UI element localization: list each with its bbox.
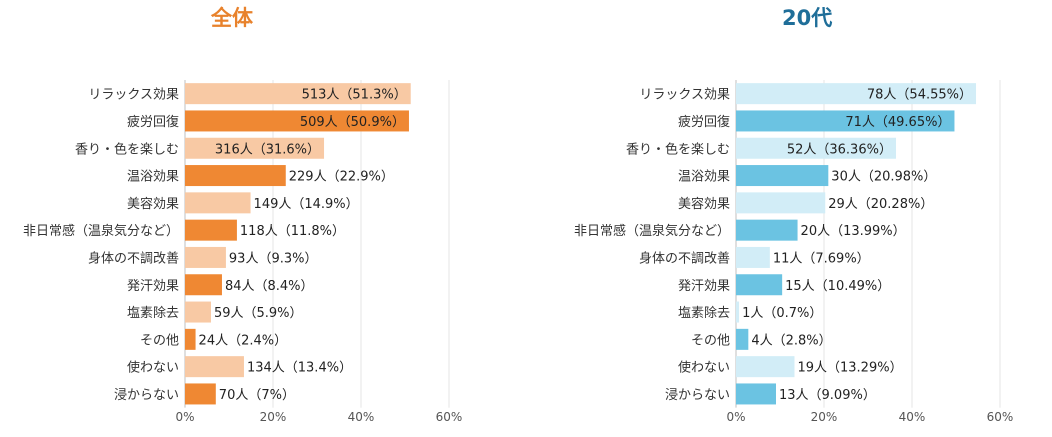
x-tick-label: 60% xyxy=(436,410,463,424)
bar xyxy=(185,219,237,241)
category-label: 疲労回復 xyxy=(127,114,179,130)
category-label: 塩素除去 xyxy=(127,306,179,321)
category-label: 温浴効果 xyxy=(678,170,730,185)
bar xyxy=(736,383,776,405)
data-label: 29人（20.28%） xyxy=(828,197,933,212)
data-label: 84人（8.4%） xyxy=(225,279,314,294)
category-label: 使わない xyxy=(127,360,179,376)
data-label: 4人（2.8%） xyxy=(751,333,831,348)
bar xyxy=(736,192,826,214)
category-label: 非日常感（温泉気分など） xyxy=(574,223,730,239)
bar xyxy=(185,192,251,214)
bar xyxy=(736,165,829,187)
category-label: 美容効果 xyxy=(127,196,179,212)
chart-1: 0% 20% 40% 60% リラックス効果 78人（54.55%） 疲労回復 71人（49.… xyxy=(574,80,1013,424)
category-label: 疲労回復 xyxy=(678,114,730,130)
x-tick-label: 0% xyxy=(175,410,194,424)
x-tick-label: 60% xyxy=(987,410,1014,424)
bar xyxy=(185,83,411,105)
bar xyxy=(736,110,955,132)
x-tick-label: 20% xyxy=(260,410,287,424)
category-label: 香り・色を楽しむ xyxy=(626,141,730,157)
category-label: 浸からない xyxy=(114,388,179,403)
category-label: リラックス効果 xyxy=(88,88,179,103)
category-label: 温浴効果 xyxy=(127,170,179,185)
data-label: 70人（7%） xyxy=(219,388,295,403)
bar xyxy=(185,110,409,132)
bar xyxy=(736,301,740,323)
bar xyxy=(736,274,783,296)
data-label: 513人（51.3%） xyxy=(302,88,407,103)
bar xyxy=(736,328,749,350)
category-label: 浸からない xyxy=(665,388,730,403)
category-label: その他 xyxy=(140,333,179,348)
category-label: 発汗効果 xyxy=(678,279,730,294)
category-label: 使わない xyxy=(678,360,730,376)
data-label: 118人（11.8%） xyxy=(240,224,345,239)
data-label: 24人（2.4%） xyxy=(199,333,288,348)
x-tick-label: 20% xyxy=(811,410,838,424)
category-label: 発汗効果 xyxy=(127,279,179,294)
data-label: 59人（5.9%） xyxy=(214,306,303,321)
bar xyxy=(185,165,286,187)
bar xyxy=(185,246,226,268)
data-label: 229人（22.9%） xyxy=(289,170,394,185)
bar xyxy=(185,356,244,378)
chart-0: 0% 20% 40% 60% リラックス効果 513人（51.3%） 疲労回復 509人（50… xyxy=(23,80,462,424)
data-label: 30人（20.98%） xyxy=(831,170,936,185)
bar xyxy=(736,356,795,378)
category-label: リラックス効果 xyxy=(639,88,730,103)
category-label: 身体の不調改善 xyxy=(88,250,179,266)
category-label: 非日常感（温泉気分など） xyxy=(23,223,179,239)
x-tick-label: 40% xyxy=(348,410,375,424)
data-label: 52人（36.36%） xyxy=(787,142,892,157)
data-label: 20人（13.99%） xyxy=(801,224,906,239)
data-label: 149人（14.9%） xyxy=(254,197,359,212)
data-label: 93人（9.3%） xyxy=(229,251,318,266)
bar xyxy=(736,137,896,159)
bar xyxy=(736,246,770,268)
bar xyxy=(185,274,222,296)
data-label: 71人（49.65%） xyxy=(845,115,950,130)
bar xyxy=(736,219,798,241)
x-tick-label: 0% xyxy=(726,410,745,424)
bar xyxy=(185,301,211,323)
bar xyxy=(185,328,196,350)
data-label: 316人（31.6%） xyxy=(215,142,320,157)
category-label: 香り・色を楽しむ xyxy=(75,141,179,157)
bar xyxy=(185,137,325,159)
data-label: 509人（50.9%） xyxy=(300,115,405,130)
category-label: その他 xyxy=(691,333,730,348)
category-label: 美容効果 xyxy=(678,196,730,212)
category-label: 身体の不調改善 xyxy=(639,250,730,266)
data-label: 11人（7.69%） xyxy=(773,251,870,266)
x-tick-label: 40% xyxy=(899,410,926,424)
data-label: 19人（13.29%） xyxy=(797,361,902,376)
data-label: 13人（9.09%） xyxy=(779,388,876,403)
chart-title-overall: 全体 xyxy=(211,6,253,30)
chart-title-20s: 20代 xyxy=(782,6,833,30)
bar xyxy=(736,83,977,105)
bar xyxy=(185,383,216,405)
category-label: 塩素除去 xyxy=(678,306,730,321)
data-label: 78人（54.55%） xyxy=(867,88,972,103)
data-label: 1人（0.7%） xyxy=(742,306,822,321)
data-label: 15人（10.49%） xyxy=(785,279,890,294)
data-label: 134人（13.4%） xyxy=(247,361,352,376)
